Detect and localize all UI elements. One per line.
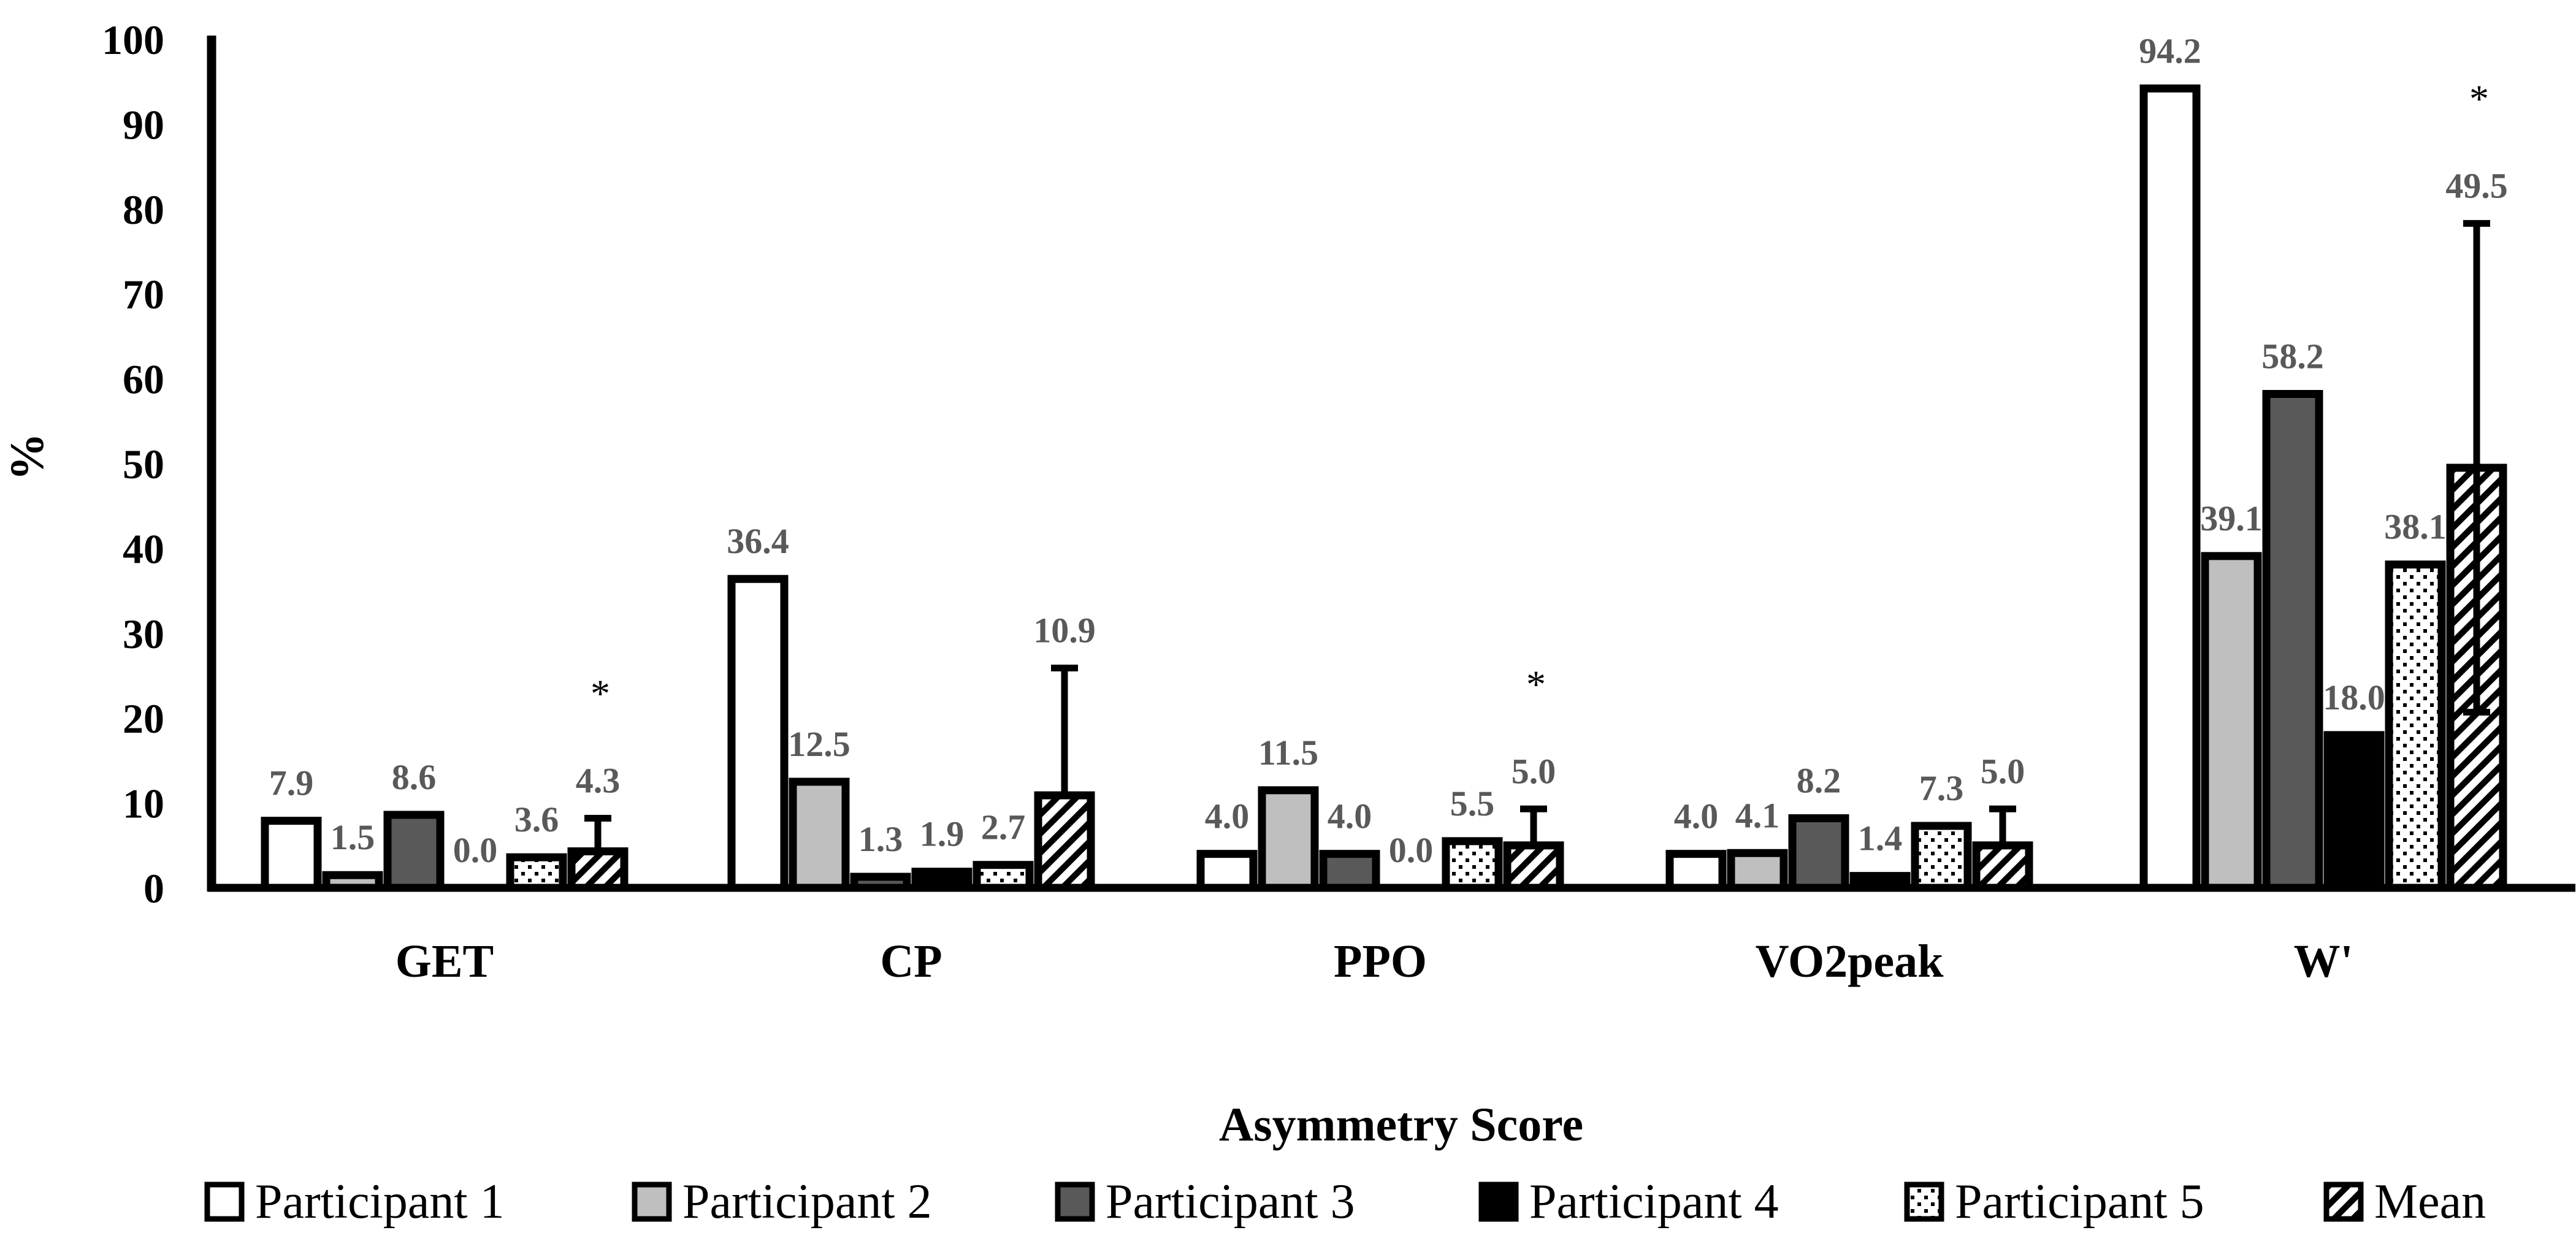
y-tick-label: 90 [123, 101, 164, 148]
data-label: 8.2 [1797, 761, 1841, 801]
data-label: 5.0 [1981, 751, 2025, 791]
legend-label: Participant 4 [1529, 1175, 1779, 1229]
data-label: 7.3 [1919, 768, 1964, 808]
y-tick-label: 100 [102, 17, 164, 63]
legend: Participant 1 Participant 2 Participant 3 P… [204, 1175, 2486, 1229]
bar [2201, 552, 2262, 892]
data-label: 49.5 [2445, 166, 2508, 205]
data-label: 39.1 [2200, 498, 2263, 538]
data-label: 11.5 [1258, 733, 1318, 773]
bar [1034, 791, 1095, 892]
bar [727, 575, 789, 892]
bar [1196, 850, 1258, 892]
y-tick-label: 20 [123, 695, 164, 742]
data-label: 5.0 [1512, 751, 1556, 791]
y-tick-label: 80 [123, 186, 164, 233]
data-label: 1.3 [858, 819, 903, 859]
significance-layer: * * * [590, 77, 2489, 715]
data-labels-layer: 7.9 1.5 8.6 0.0 3.6 4.3 36.4 12.5 1.3 1.9 2.7 10.9 4… [269, 31, 2508, 870]
legend-label: Mean [2374, 1175, 2486, 1229]
bars-layer [261, 84, 2507, 892]
x-axis-title: Asymmetry Score [1219, 1098, 1583, 1151]
data-label: 58.2 [2261, 337, 2324, 376]
significance-marker: * [590, 672, 610, 716]
bar [1788, 814, 1849, 892]
bar [1319, 850, 1380, 892]
data-label: 18.0 [2323, 678, 2385, 717]
bar [1503, 841, 1564, 892]
data-label: 10.9 [1033, 611, 1096, 651]
legend-label: Participant 1 [255, 1175, 505, 1229]
x-category-label: PPO [1334, 936, 1427, 987]
data-label: 7.9 [269, 763, 314, 803]
data-label: 4.0 [1674, 796, 1719, 836]
data-label: 0.0 [453, 830, 498, 870]
bar [506, 853, 567, 892]
bar [789, 777, 850, 892]
axes-layer [207, 36, 2575, 892]
bar [2262, 390, 2323, 892]
y-tick-label: 70 [123, 271, 164, 318]
y-axis-ticks: 0 10 20 30 40 50 60 70 80 90 100 [102, 17, 164, 912]
legend-label: Participant 3 [1106, 1175, 1355, 1229]
y-tick-label: 50 [123, 441, 164, 487]
y-tick-label: 30 [123, 611, 164, 657]
data-label: 4.0 [1205, 796, 1250, 836]
data-label: 8.6 [392, 757, 437, 797]
data-label: 38.1 [2384, 507, 2447, 547]
bar [1727, 849, 1788, 892]
data-label: 1.5 [331, 817, 375, 857]
bar [1258, 786, 1319, 892]
legend-swatch [632, 1182, 672, 1222]
bar [261, 817, 322, 892]
bar [1911, 822, 1972, 892]
significance-marker: * [1526, 662, 1546, 706]
bar [2323, 731, 2385, 892]
y-axis-title: % [0, 433, 53, 481]
data-label: 1.4 [1858, 819, 1903, 858]
data-label: 2.7 [981, 808, 1026, 847]
x-axis-categories: GET CP PPO VO2peak W' [396, 936, 2353, 987]
data-label: 94.2 [2139, 31, 2201, 71]
data-label: 36.4 [727, 521, 789, 561]
bar [2385, 560, 2446, 892]
data-label: 0.0 [1389, 830, 1434, 870]
y-tick-label: 10 [123, 781, 164, 827]
y-tick-label: 0 [143, 865, 164, 912]
error-bars-layer [584, 220, 2490, 852]
x-category-label: W' [2293, 936, 2353, 987]
legend-swatch [1055, 1182, 1095, 1222]
data-label: 4.1 [1735, 795, 1780, 835]
data-label: 3.6 [514, 800, 559, 839]
x-category-label: VO2peak [1756, 936, 1944, 987]
bar [2139, 84, 2201, 892]
legend-label: Participant 2 [682, 1175, 932, 1229]
bar [567, 847, 629, 892]
legend-swatch [1478, 1182, 1519, 1222]
data-label: 5.5 [1450, 784, 1495, 823]
bar [1442, 837, 1503, 892]
bar [1972, 841, 2033, 892]
x-category-label: GET [396, 936, 494, 987]
data-label: 12.5 [788, 724, 850, 764]
y-tick-label: 40 [123, 525, 164, 572]
legend-label: Participant 5 [1955, 1175, 2204, 1229]
data-label: 1.9 [920, 814, 965, 854]
significance-marker: * [2469, 77, 2489, 120]
data-label: 4.3 [576, 761, 621, 801]
y-tick-label: 60 [123, 356, 164, 403]
bar [383, 811, 445, 892]
x-category-label: CP [880, 936, 942, 987]
legend-swatch [2323, 1182, 2364, 1222]
legend-swatch [1904, 1182, 1944, 1222]
bar [1665, 850, 1727, 892]
data-label: 4.0 [1328, 796, 1372, 836]
legend-swatch [204, 1182, 245, 1222]
